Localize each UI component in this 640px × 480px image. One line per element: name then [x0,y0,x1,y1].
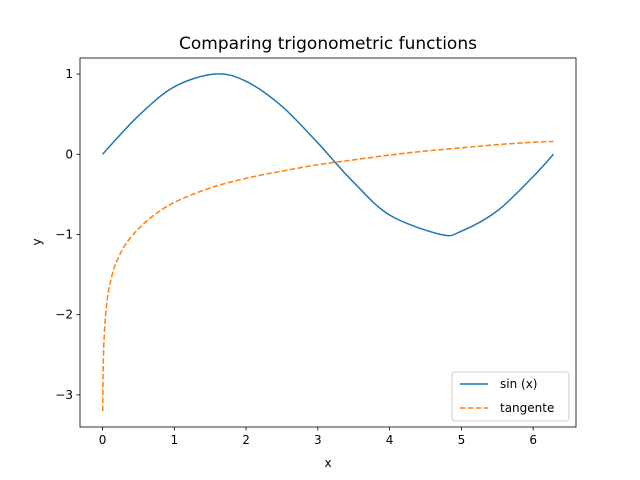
series-layer [101,73,555,411]
x-tick-label: 5 [458,433,466,447]
plot-frame [79,57,577,428]
series-line-tangente [101,140,554,411]
legend: sin (x) tangente [451,371,570,422]
legend-label-tangente: tangente [500,401,554,415]
y-axis-ticks: 1 0 −1 −2 −3 [55,67,80,402]
plot-area [80,58,576,427]
x-tick-label: 4 [386,433,394,447]
y-tick-label: 0 [65,147,73,161]
x-tick-label: 1 [170,433,178,447]
series-line-sin [101,73,555,237]
x-tick-label: 3 [314,433,322,447]
x-tick-label: 6 [529,433,537,447]
x-tick-label: 0 [99,433,107,447]
x-axis-ticks: 0 1 2 3 4 5 6 [99,427,537,447]
y-tick-label: −3 [55,388,73,402]
y-axis-label: y [30,238,44,245]
x-tick-label: 2 [242,433,250,447]
y-tick-label: −1 [55,227,73,241]
chart-title: Comparing trigonometric functions [179,34,477,54]
y-tick-label: −2 [55,308,73,322]
y-tick-label: 1 [65,67,73,81]
x-axis-label: x [324,456,331,470]
legend-label-sin: sin (x) [500,377,537,391]
